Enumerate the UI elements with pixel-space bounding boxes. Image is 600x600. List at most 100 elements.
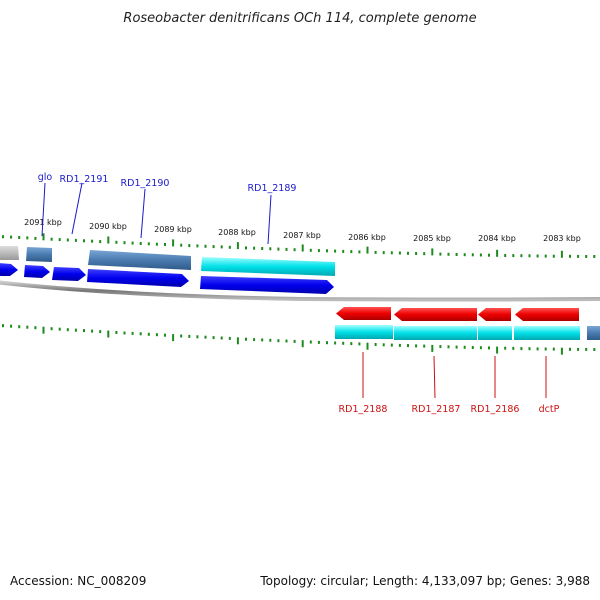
gene-feature[interactable] xyxy=(478,326,512,340)
gene-label-rd1-2188[interactable]: RD1_2188 xyxy=(339,404,388,415)
minor-tick xyxy=(58,327,61,331)
minor-tick xyxy=(382,251,385,255)
major-tick xyxy=(42,233,45,241)
gene-label-rd1-2191[interactable]: RD1_2191 xyxy=(60,174,109,185)
reverse-cds-arrow[interactable] xyxy=(394,308,477,321)
minor-tick xyxy=(536,254,539,258)
forward-cds-arrow[interactable] xyxy=(87,269,189,287)
gene-feature[interactable] xyxy=(335,325,393,339)
gene-label-rd1-2189[interactable]: RD1_2189 xyxy=(248,183,297,194)
minor-tick xyxy=(83,329,85,333)
minor-tick xyxy=(10,324,13,328)
minor-tick xyxy=(164,333,166,337)
top-gene-track xyxy=(0,246,335,276)
minor-tick xyxy=(536,347,539,351)
minor-tick xyxy=(155,242,158,246)
reverse-cds-arrow[interactable] xyxy=(515,308,579,321)
genome-title: Roseobacter denitrificans OCh 114, compl… xyxy=(123,11,476,26)
major-tick xyxy=(172,334,175,342)
minor-tick xyxy=(99,240,102,244)
minor-tick xyxy=(479,346,482,350)
minor-tick xyxy=(228,245,231,249)
gene-label-glo[interactable]: glo xyxy=(38,172,53,183)
minor-tick xyxy=(245,246,247,250)
minor-tick xyxy=(407,344,409,348)
forward-cds-arrow[interactable] xyxy=(200,276,334,294)
minor-tick xyxy=(293,248,296,252)
gene-feature[interactable] xyxy=(88,250,191,270)
minor-tick xyxy=(123,241,126,245)
minor-tick xyxy=(50,327,53,331)
minor-tick xyxy=(74,238,77,242)
minor-tick xyxy=(423,252,426,256)
gene-feature[interactable] xyxy=(201,257,335,276)
genome-backbone xyxy=(0,280,600,302)
label-leader-line xyxy=(433,355,436,399)
minor-tick xyxy=(504,346,507,350)
minor-tick xyxy=(99,330,102,334)
major-tick xyxy=(301,340,304,348)
minor-tick xyxy=(447,345,450,349)
minor-tick xyxy=(2,235,4,239)
forward-cds-arrow[interactable] xyxy=(24,265,50,278)
minor-tick xyxy=(164,243,166,246)
gene-label-rd1-2186[interactable]: RD1_2186 xyxy=(471,404,520,415)
minor-tick xyxy=(415,344,418,348)
scale-label: 2084 kbp xyxy=(478,234,516,243)
gene-label-rd1-2187[interactable]: RD1_2187 xyxy=(412,404,461,415)
minor-tick xyxy=(155,333,158,337)
reverse-cds-arrow[interactable] xyxy=(336,307,391,320)
scale-label: 2086 kbp xyxy=(348,233,386,242)
minor-tick xyxy=(504,254,507,257)
minor-tick xyxy=(2,324,4,328)
minor-tick xyxy=(350,250,353,254)
gene-feature[interactable] xyxy=(26,247,52,262)
gene-feature[interactable] xyxy=(587,326,600,340)
minor-tick xyxy=(415,252,418,255)
minor-tick xyxy=(358,250,361,254)
scale-label: 2089 kbp xyxy=(154,225,192,234)
major-tick xyxy=(236,337,239,345)
minor-tick xyxy=(334,341,337,345)
minor-tick xyxy=(479,253,482,257)
minor-tick xyxy=(374,343,377,346)
major-tick xyxy=(366,342,369,350)
forward-cds-arrow[interactable] xyxy=(0,263,18,276)
gene-label-dctp[interactable]: dctP xyxy=(539,404,560,415)
minor-tick xyxy=(277,247,280,251)
major-tick xyxy=(42,326,45,334)
minor-tick xyxy=(528,254,531,258)
minor-tick xyxy=(317,340,320,344)
minor-tick xyxy=(342,249,345,253)
scale-label: 2085 kbp xyxy=(413,234,451,243)
forward-cds-arrow[interactable] xyxy=(52,267,86,281)
minor-tick xyxy=(34,236,37,240)
minor-tick xyxy=(593,255,596,258)
minor-tick xyxy=(220,245,223,249)
minor-tick xyxy=(91,329,94,333)
minor-tick xyxy=(577,347,580,351)
minor-tick xyxy=(334,249,337,253)
gene-feature[interactable] xyxy=(0,246,19,260)
minor-tick xyxy=(253,338,256,342)
reverse-cds-arrow[interactable] xyxy=(478,308,511,321)
minor-tick xyxy=(91,239,94,243)
label-leader-line xyxy=(140,188,146,239)
minor-tick xyxy=(18,325,21,329)
minor-tick xyxy=(123,331,126,335)
minor-tick xyxy=(390,343,393,347)
minor-tick xyxy=(326,249,328,253)
minor-tick xyxy=(544,347,547,351)
gene-label-rd1-2190[interactable]: RD1_2190 xyxy=(121,178,170,189)
minor-tick xyxy=(382,343,385,347)
minor-tick xyxy=(398,251,401,255)
gene-feature[interactable] xyxy=(394,326,477,340)
minor-tick xyxy=(139,332,142,336)
gene-feature[interactable] xyxy=(514,326,580,340)
minor-tick xyxy=(488,253,490,257)
minor-tick xyxy=(455,345,458,349)
minor-tick xyxy=(528,347,531,351)
major-tick xyxy=(431,344,434,352)
minor-tick xyxy=(253,246,256,250)
